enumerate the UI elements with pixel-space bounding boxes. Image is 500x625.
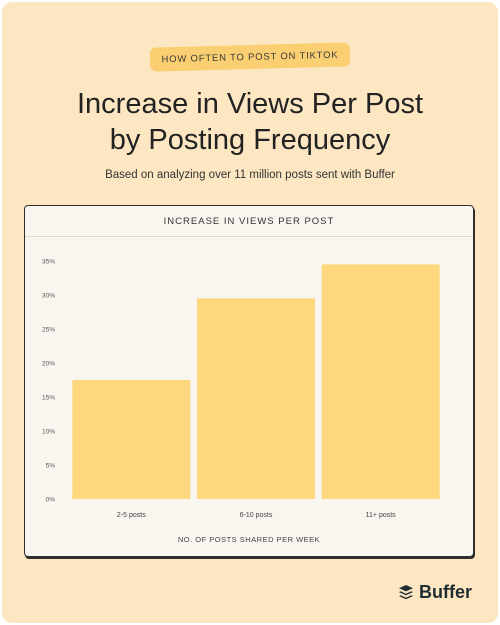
page-subtitle: Based on analyzing over 11 million posts… — [105, 169, 395, 181]
y-tick-label: 0% — [46, 497, 56, 504]
y-tick-label: 25% — [42, 327, 55, 334]
y-tick-label: 5% — [46, 463, 56, 470]
buffer-logo: Buffer — [398, 582, 472, 603]
x-axis-title: NO. OF POSTS SHARED PER WEEK — [177, 535, 321, 544]
bar — [321, 264, 440, 499]
chart-panel: INCREASE IN VIEWS PER POST 0% 5% 10% 15% 20%… — [24, 205, 474, 557]
y-tick-label: 30% — [42, 293, 55, 300]
buffer-stack-icon — [399, 585, 413, 600]
chart-title: INCREASE IN VIEWS PER POST — [25, 206, 473, 237]
x-tick-label: 2-5 posts — [117, 512, 146, 519]
y-tick-label: 20% — [42, 361, 55, 368]
page-title: Increase in Views Per Post by Posting Fr… — [76, 88, 424, 156]
bar — [197, 298, 315, 499]
brand-name: Buffer — [419, 582, 472, 602]
x-tick-label: 11+ posts — [366, 512, 397, 519]
bar — [72, 380, 191, 499]
y-tick-label: 10% — [42, 429, 55, 436]
y-tick-label: 15% — [42, 395, 55, 402]
x-tick-label: 6-10 posts — [240, 512, 273, 519]
y-tick-label: 35% — [42, 259, 55, 266]
bar-chart: 0% 5% 10% 15% 20% 25% 30% 35% 2-5 posts 6-10 post… — [42, 259, 440, 519]
